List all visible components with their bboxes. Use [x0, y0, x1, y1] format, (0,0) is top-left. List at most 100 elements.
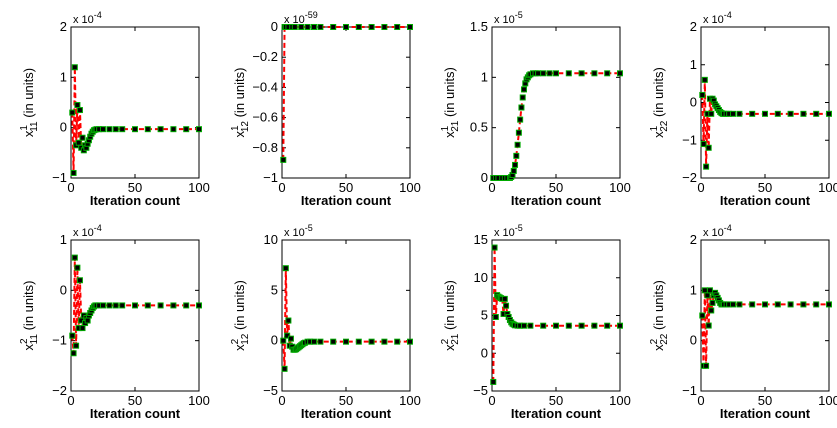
data-point: [74, 264, 81, 271]
exponent-base: x 10: [494, 14, 515, 26]
data-point: [703, 163, 710, 170]
data-point: [749, 301, 756, 308]
ylabel-superscript: 2: [230, 338, 241, 344]
axes-box: [281, 26, 411, 179]
data-point: [774, 110, 781, 117]
data-point: [578, 70, 585, 77]
data-point: [100, 302, 106, 309]
data-point: [736, 301, 743, 308]
y-tick-label: 1: [481, 69, 488, 84]
data-point: [144, 126, 151, 133]
data-point: [700, 141, 707, 148]
ylabel-unit: (in units): [651, 67, 666, 120]
data-point: [527, 322, 534, 329]
exponent-base: x 10: [494, 227, 515, 239]
axes-box: [70, 239, 200, 392]
data-point: [170, 302, 177, 309]
x-tick-label: 50: [758, 393, 772, 408]
exponent-base: x 10: [284, 14, 305, 26]
axis-exponent-label: x 10-4: [73, 223, 102, 239]
axis-exponent-label: x 10-4: [703, 10, 732, 26]
data-point: [501, 295, 508, 302]
data-point: [518, 104, 525, 111]
data-point: [699, 312, 706, 319]
axis-exponent-label: x 10-5: [284, 223, 313, 239]
data-point: [311, 338, 317, 345]
y-tick-label: 0: [271, 19, 278, 34]
data-point: [157, 302, 164, 309]
data-point: [298, 24, 305, 30]
data-point: [565, 322, 572, 329]
data-point: [540, 70, 547, 77]
y-tick-label: −5: [473, 383, 488, 398]
data-point: [407, 338, 413, 345]
data-point: [591, 322, 598, 329]
data-point: [540, 322, 547, 329]
x-axis-label: Iteration count: [511, 193, 602, 208]
data-point: [71, 64, 78, 71]
data-point: [394, 338, 401, 345]
x-tick-label: 100: [609, 393, 631, 408]
y-tick-label: 2: [60, 19, 67, 34]
data-point: [112, 126, 119, 133]
ylabel-subscript: 21: [450, 120, 461, 132]
data-point: [705, 144, 712, 151]
y-tick-label: −2: [52, 383, 67, 398]
data-point: [517, 116, 524, 123]
data-point: [119, 302, 126, 309]
data-point: [510, 167, 517, 174]
y-tick-label: 0: [690, 333, 697, 348]
x-axis-label: Iteration count: [90, 406, 181, 421]
data-point: [343, 338, 349, 345]
y-tick-label: −0.4: [252, 79, 278, 94]
y-tick-label: −1: [682, 383, 697, 398]
exponent-power: -4: [724, 223, 732, 233]
x-axis-label: Iteration count: [301, 193, 392, 208]
data-point: [368, 338, 375, 345]
exponent-base: x 10: [73, 14, 94, 26]
data-point: [70, 350, 77, 357]
data-point: [708, 307, 715, 314]
ylabel-unit: (in units): [21, 281, 36, 334]
data-point: [617, 70, 623, 77]
subplot-3: 0 50 100 0 0.5 1 1.5 x 10-5 Iteration count x121 …: [440, 10, 631, 208]
ylabel-variable: x: [442, 131, 457, 138]
data-point: [749, 110, 756, 117]
y-tick-label: 1: [690, 282, 697, 297]
exponent-base: x 10: [284, 227, 305, 239]
y-tick-label: 0.5: [470, 120, 488, 135]
y-axis-label: x212 (in units): [230, 280, 251, 351]
y-tick-label: 10: [474, 270, 488, 285]
data-point: [762, 110, 768, 117]
x-axis-label: Iteration count: [301, 406, 392, 421]
data-point: [106, 302, 113, 309]
series-line: [701, 79, 829, 167]
ylabel-subscript: 12: [240, 333, 251, 345]
x-tick-label: 100: [399, 180, 421, 195]
data-point: [826, 110, 832, 117]
x-tick-label: 100: [818, 393, 837, 408]
ylabel-superscript: 1: [19, 125, 30, 131]
y-tick-label: −0.8: [252, 140, 278, 155]
x-tick-label: 100: [818, 180, 837, 195]
data-point: [317, 338, 324, 345]
y-tick-label: 2: [690, 19, 697, 34]
axes-box: [491, 26, 621, 179]
y-tick-label: 0: [690, 95, 697, 110]
data-point: [132, 302, 138, 309]
ylabel-superscript: 1: [649, 125, 660, 131]
x-tick-label: 50: [549, 180, 563, 195]
ylabel-unit: (in units): [442, 280, 457, 333]
y-tick-label: −1: [263, 170, 278, 185]
ylabel-unit: (in units): [21, 68, 36, 121]
ylabel-subscript: 11: [29, 334, 40, 345]
exponent-power: -5: [515, 223, 523, 233]
ylabel-subscript: 21: [450, 333, 461, 345]
ylabel-superscript: 2: [19, 338, 30, 344]
data-point: [709, 299, 716, 306]
y-tick-label: −5: [263, 383, 278, 398]
axes-box: [491, 239, 621, 392]
x-tick-label: 50: [128, 393, 142, 408]
